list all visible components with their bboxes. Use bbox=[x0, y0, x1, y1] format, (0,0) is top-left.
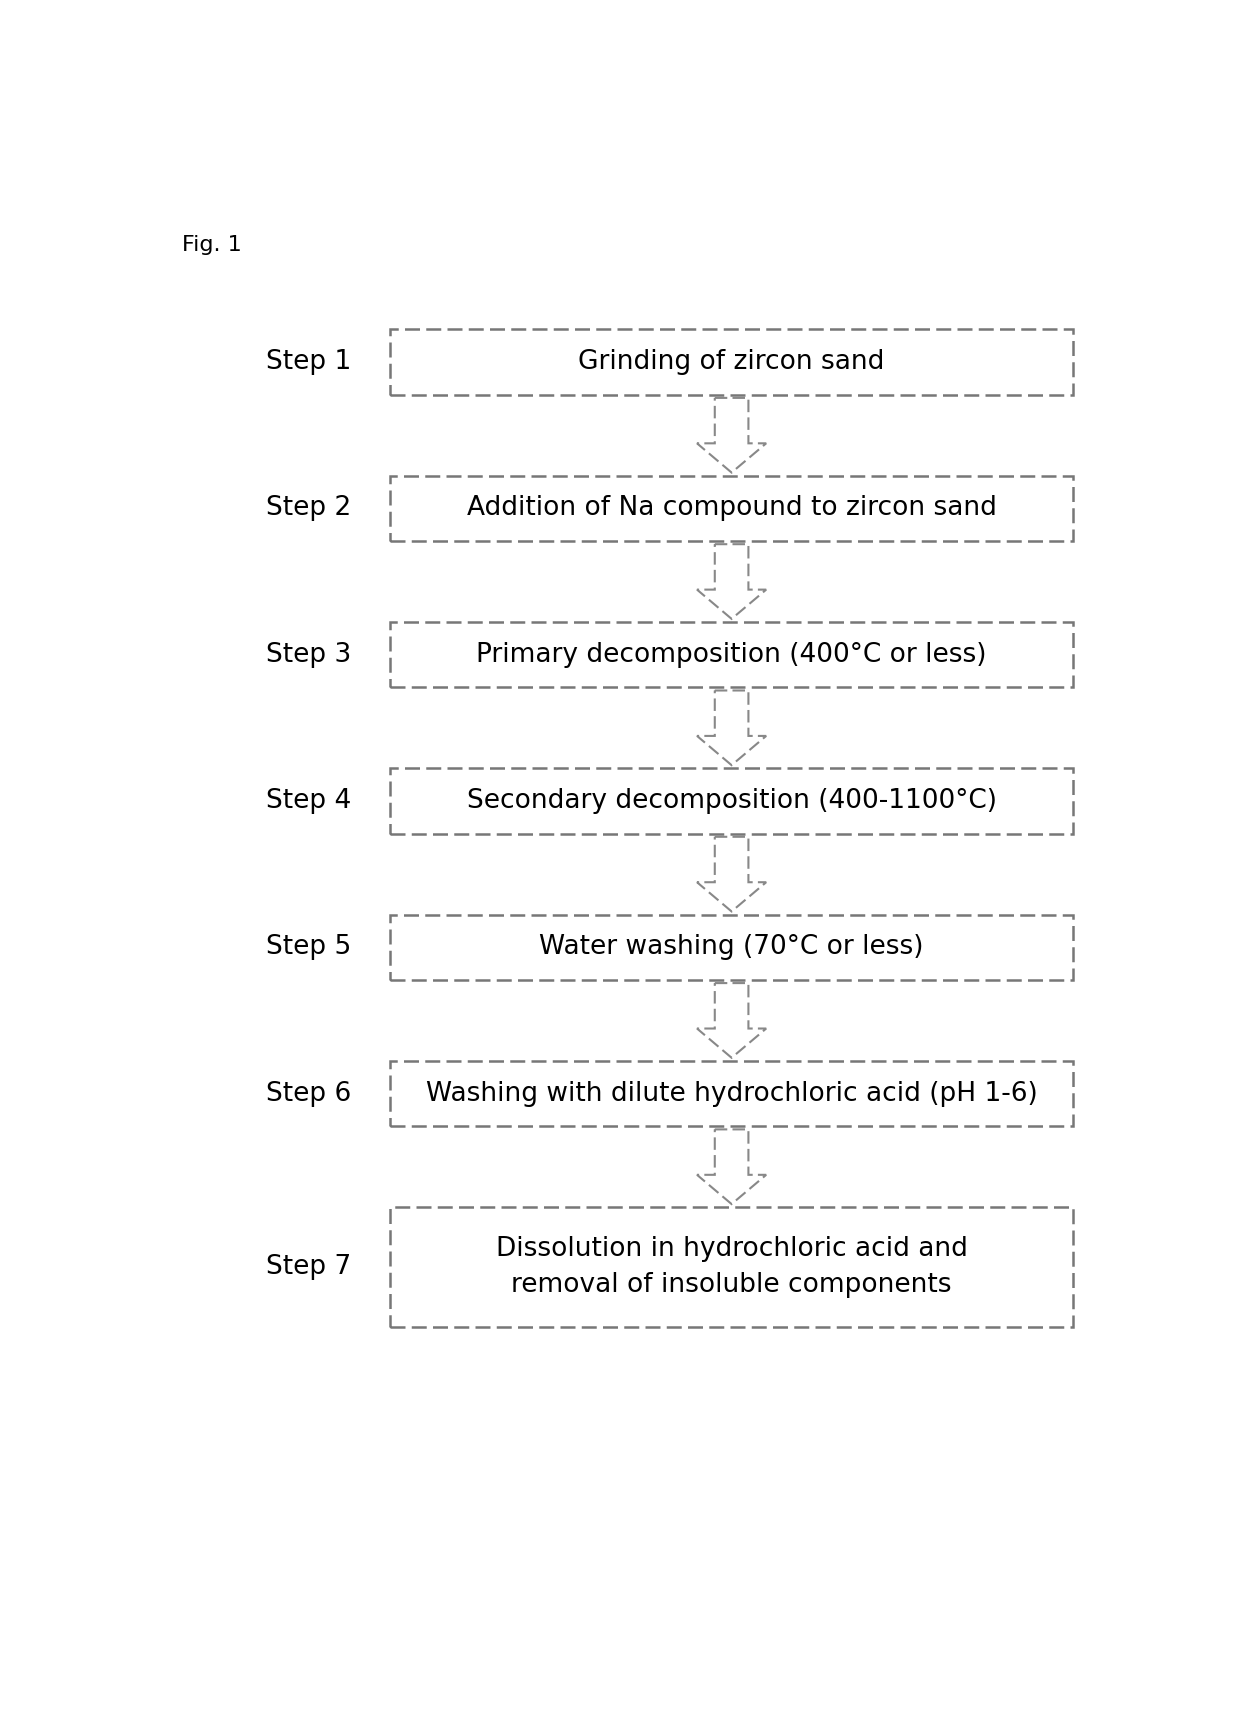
FancyBboxPatch shape bbox=[391, 622, 1073, 687]
Text: Step 6: Step 6 bbox=[265, 1081, 351, 1106]
Polygon shape bbox=[697, 983, 766, 1058]
Text: Step 4: Step 4 bbox=[265, 789, 351, 814]
Text: Step 7: Step 7 bbox=[265, 1254, 351, 1280]
Text: Fig. 1: Fig. 1 bbox=[182, 235, 242, 256]
Text: Water washing (70°C or less): Water washing (70°C or less) bbox=[539, 935, 924, 960]
Text: Secondary decomposition (400-1100°C): Secondary decomposition (400-1100°C) bbox=[466, 789, 997, 814]
Text: Grinding of zircon sand: Grinding of zircon sand bbox=[578, 349, 885, 375]
Text: Step 2: Step 2 bbox=[265, 495, 351, 521]
Text: Primary decomposition (400°C or less): Primary decomposition (400°C or less) bbox=[476, 643, 987, 668]
Polygon shape bbox=[697, 691, 766, 765]
Text: Step 3: Step 3 bbox=[265, 643, 351, 668]
Polygon shape bbox=[697, 545, 766, 618]
Text: Washing with dilute hydrochloric acid (pH 1-6): Washing with dilute hydrochloric acid (p… bbox=[425, 1081, 1038, 1106]
Text: Step 1: Step 1 bbox=[265, 349, 351, 375]
FancyBboxPatch shape bbox=[391, 476, 1073, 541]
Text: Step 5: Step 5 bbox=[265, 935, 351, 960]
Polygon shape bbox=[697, 1129, 766, 1204]
FancyBboxPatch shape bbox=[391, 1060, 1073, 1127]
Polygon shape bbox=[697, 837, 766, 912]
FancyBboxPatch shape bbox=[391, 1208, 1073, 1326]
Text: Dissolution in hydrochloric acid and
removal of insoluble components: Dissolution in hydrochloric acid and rem… bbox=[496, 1235, 967, 1297]
Text: Addition of Na compound to zircon sand: Addition of Na compound to zircon sand bbox=[466, 495, 997, 521]
Polygon shape bbox=[697, 399, 766, 472]
FancyBboxPatch shape bbox=[391, 914, 1073, 979]
FancyBboxPatch shape bbox=[391, 330, 1073, 395]
FancyBboxPatch shape bbox=[391, 768, 1073, 833]
